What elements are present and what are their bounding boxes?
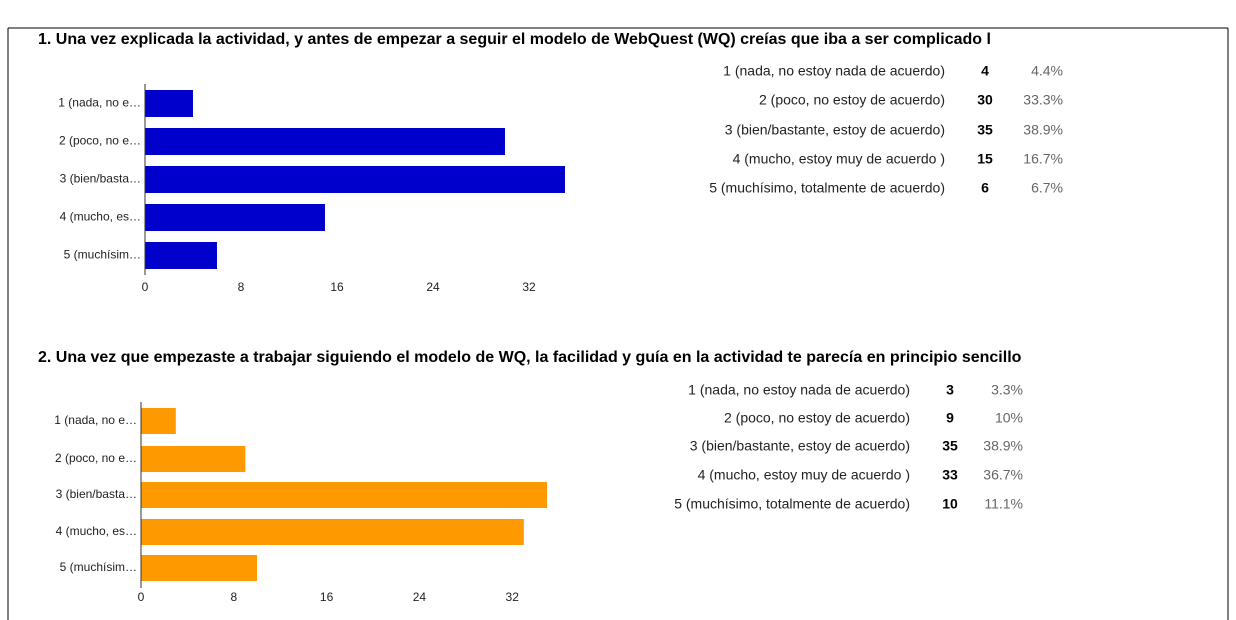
y-tick-label: 2 (poco, no e…: [59, 134, 141, 148]
x-tick-label: 0: [142, 280, 149, 294]
row-count: 9: [946, 410, 954, 426]
row-label: 3 (bien/bastante, estoy de acuerdo): [725, 122, 945, 138]
row-count: 35: [942, 438, 958, 454]
row-percent: 16.7%: [1023, 151, 1063, 167]
x-tick-label: 32: [506, 590, 520, 604]
y-tick-label: 3 (bien/basta…: [60, 172, 141, 186]
bar: [145, 90, 193, 117]
y-tick-label: 3 (bien/basta…: [56, 487, 137, 501]
row-count: 33: [942, 467, 958, 483]
row-count: 35: [977, 122, 993, 138]
row-label: 3 (bien/bastante, estoy de acuerdo): [690, 438, 910, 454]
row-percent: 11.1%: [984, 496, 1023, 512]
y-tick-label: 1 (nada, no e…: [58, 96, 141, 110]
row-percent: 10%: [995, 410, 1023, 426]
y-tick-label: 1 (nada, no e…: [54, 413, 137, 427]
row-count: 30: [977, 92, 993, 108]
row-label: 1 (nada, no estoy nada de acuerdo): [723, 63, 945, 79]
x-tick-label: 8: [230, 590, 237, 604]
x-tick-label: 8: [238, 280, 245, 294]
bar: [141, 408, 176, 434]
row-count: 15: [977, 151, 993, 167]
chart-title: 1. Una vez explicada la actividad, y ant…: [38, 31, 991, 48]
row-count: 10: [942, 496, 958, 512]
row-percent: 36.7%: [983, 467, 1023, 483]
row-count: 4: [981, 63, 989, 79]
x-tick-label: 16: [320, 590, 334, 604]
row-percent: 3.3%: [991, 382, 1023, 398]
x-tick-label: 32: [522, 280, 536, 294]
chart-title: 2. Una vez que empezaste a trabajar sigu…: [38, 349, 1022, 366]
bar: [141, 446, 246, 472]
y-tick-label: 5 (muchísim…: [60, 560, 137, 574]
row-count: 3: [946, 382, 954, 398]
row-label: 5 (muchísimo, totalmente de acuerdo): [674, 496, 910, 512]
y-tick-label: 4 (mucho, es…: [60, 210, 141, 224]
y-tick-label: 5 (muchísim…: [64, 248, 141, 262]
x-tick-label: 24: [413, 590, 427, 604]
bar: [145, 166, 565, 193]
row-percent: 38.9%: [983, 438, 1023, 454]
bar: [141, 555, 257, 581]
bar: [141, 519, 524, 545]
bar: [145, 204, 325, 231]
row-label: 2 (poco, no estoy de acuerdo): [724, 410, 910, 426]
y-tick-label: 2 (poco, no e…: [55, 451, 137, 465]
row-label: 2 (poco, no estoy de acuerdo): [759, 92, 945, 108]
x-tick-label: 16: [330, 280, 344, 294]
row-label: 1 (nada, no estoy nada de acuerdo): [688, 382, 910, 398]
bar: [141, 482, 547, 508]
row-percent: 4.4%: [1031, 63, 1063, 79]
content: 1. Una vez explicada la actividad, y ant…: [38, 31, 1063, 604]
row-percent: 33.3%: [1023, 92, 1063, 108]
x-tick-label: 24: [426, 280, 440, 294]
row-percent: 6.7%: [1031, 180, 1063, 196]
y-tick-label: 4 (mucho, es…: [56, 524, 137, 538]
row-label: 5 (muchísimo, totalmente de acuerdo): [709, 180, 945, 196]
row-label: 4 (mucho, estoy muy de acuerdo ): [733, 151, 945, 167]
row-label: 4 (mucho, estoy muy de acuerdo ): [698, 467, 910, 483]
bar: [145, 242, 217, 269]
x-tick-label: 0: [138, 590, 145, 604]
bar: [145, 128, 505, 155]
row-count: 6: [981, 180, 989, 196]
row-percent: 38.9%: [1023, 122, 1063, 138]
